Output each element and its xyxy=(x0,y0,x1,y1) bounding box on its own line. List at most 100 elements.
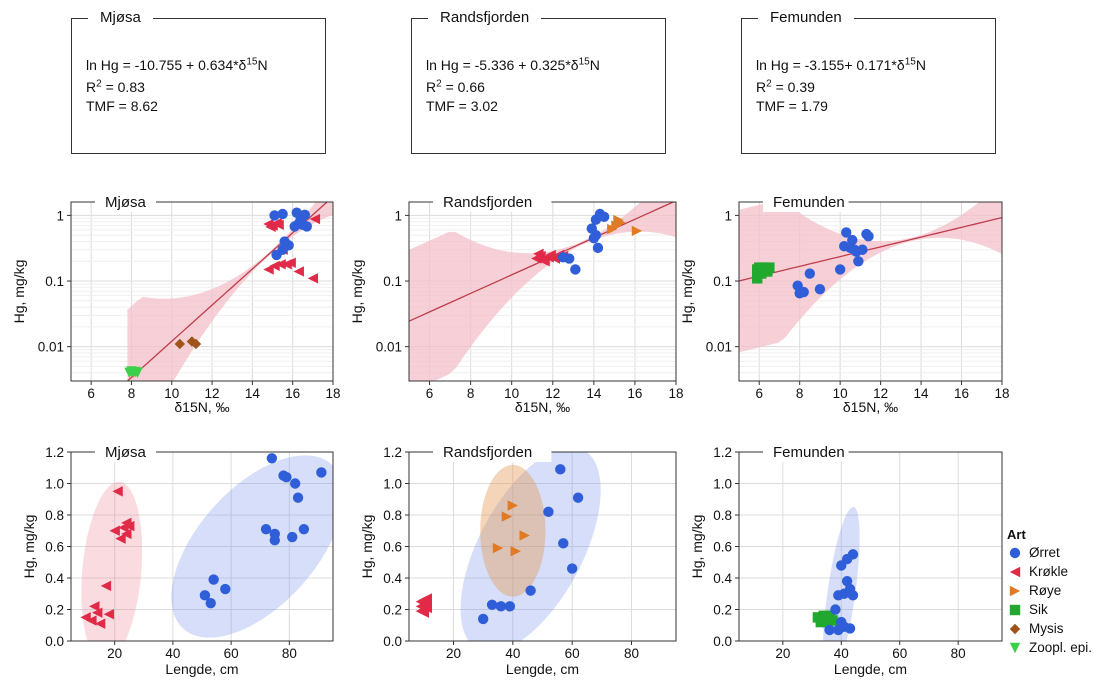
y-tick-label: 0.0 xyxy=(383,634,402,649)
legend-marker xyxy=(1009,604,1021,616)
species-legend: Art Ørret Krøkle Røye Sik Mysis Zoopl. epi. xyxy=(1007,527,1112,657)
panel-title: Mjøsa xyxy=(105,194,146,211)
krokle-point xyxy=(124,520,135,532)
chart-panel-isotope-0: 6 8 10 12 14 16 18 0.01 0.1 1 δ15N, ‰ Hg, mg/kg Mjøs… xyxy=(11,192,341,415)
x-tick-label: 14 xyxy=(914,386,930,401)
legend-marker xyxy=(1009,623,1021,635)
y-tick-label: 0.2 xyxy=(383,603,402,618)
krokle-point xyxy=(94,618,106,629)
orret-point xyxy=(863,231,874,242)
roye-legend-marker xyxy=(1009,585,1021,597)
orret-confidence-ellipse xyxy=(460,452,601,641)
equation-box-femunden: Femunden ln Hg = -3.155+ 0.171*δ15N R2 =… xyxy=(741,9,996,154)
krokle-point xyxy=(545,249,556,261)
orret-point xyxy=(525,585,536,596)
equation-box-title: Randsfjorden xyxy=(428,9,542,27)
roye-point xyxy=(519,530,530,541)
krokle-point xyxy=(92,607,103,618)
krokle-point xyxy=(109,525,120,536)
legend-label: Sik xyxy=(1029,602,1048,617)
orret-point xyxy=(555,464,566,475)
zoopl-legend-marker xyxy=(1009,642,1021,654)
x-tick-label: 14 xyxy=(586,386,602,401)
plot-content xyxy=(415,452,601,641)
krokle-point xyxy=(309,213,321,225)
orret-point xyxy=(564,253,575,264)
orret-point xyxy=(486,599,498,610)
orret-point xyxy=(841,575,853,587)
y-tick-label: 0.0 xyxy=(45,634,64,649)
legend-item-zoopl: Zoopl. epi. xyxy=(1007,638,1112,657)
panel-title: Randsfjorden xyxy=(443,194,532,211)
x-tick-label: 16 xyxy=(954,386,969,401)
orret-point xyxy=(847,549,859,560)
panel-title: Randsfjorden xyxy=(443,444,532,461)
panel-title: Femunden xyxy=(773,194,845,211)
x-tick-label: 40 xyxy=(834,646,849,661)
sik-point xyxy=(818,613,829,625)
y-tick-label: 0.4 xyxy=(383,571,402,586)
regression-confidence-band xyxy=(409,202,676,381)
x-axis-label: Lengde, cm xyxy=(506,661,579,677)
orret-point xyxy=(834,264,846,275)
y-tick-label: 0.8 xyxy=(45,508,64,523)
panel-title-bg xyxy=(763,192,849,212)
x-tick-label: 18 xyxy=(668,386,683,401)
y-tick-label: 0.01 xyxy=(706,340,732,355)
y-tick-label: 0.1 xyxy=(45,274,64,289)
sik-legend-marker xyxy=(1009,604,1021,616)
x-tick-label: 6 xyxy=(87,386,95,401)
regression-line xyxy=(739,216,1002,282)
orret-point xyxy=(847,590,859,601)
y-tick-label: 1.0 xyxy=(713,477,732,492)
y-tick-label: 0.2 xyxy=(45,603,64,618)
r-squared: R2 = 0.66 xyxy=(426,78,485,95)
x-tick-label: 60 xyxy=(565,646,580,661)
x-tick-label: 8 xyxy=(128,386,136,401)
x-axis-label: δ15N, ‰ xyxy=(515,399,570,415)
sik-point xyxy=(827,615,838,626)
regression-equation: ln Hg = -10.755 + 0.634*δ15N xyxy=(86,56,268,73)
y-tick-label: 1.0 xyxy=(383,477,402,492)
orret-point xyxy=(260,523,272,535)
orret-point xyxy=(287,531,298,543)
y-axis-label: Hg, mg/kg xyxy=(349,260,365,324)
plot-content xyxy=(80,453,333,641)
y-tick-label: 0.6 xyxy=(45,540,64,555)
y-tick-label: 1.2 xyxy=(383,445,402,460)
panel-title-bg xyxy=(763,442,849,462)
krokle-point xyxy=(421,602,432,614)
panel-title: Mjøsa xyxy=(105,444,146,461)
legend-label: Mysis xyxy=(1029,621,1064,636)
sik-point xyxy=(752,273,763,284)
orret-point xyxy=(208,574,219,585)
legend-marker xyxy=(1009,566,1021,578)
plot-content xyxy=(409,202,676,381)
legend-label: Røye xyxy=(1029,583,1062,598)
krokle-point xyxy=(269,260,280,272)
orret-point xyxy=(841,227,852,238)
y-tick-label: 0.1 xyxy=(713,274,732,289)
legend-title: Art xyxy=(1007,527,1026,542)
x-tick-label: 10 xyxy=(833,386,848,401)
plot-content xyxy=(739,202,1002,353)
orret-point xyxy=(283,240,294,251)
chart-panel-length-2: 20 40 60 80 0.0 0.2 0.4 0.6 0.8 1.0 1.2 Lengde, cm H… xyxy=(689,442,1003,677)
chart-panel-isotope-2: 6 8 10 12 14 16 18 0.01 0.1 1 δ15N, ‰ Hg, mg/kg Femu… xyxy=(679,192,1010,415)
y-tick-label: 1.2 xyxy=(713,445,732,460)
y-axis-label: Hg, mg/kg xyxy=(359,515,375,579)
krokle-point xyxy=(121,528,132,540)
y-tick-label: 0.0 xyxy=(713,634,732,649)
orret-point xyxy=(543,506,554,518)
roye-point xyxy=(501,511,513,522)
krokle-legend-marker xyxy=(1009,566,1021,578)
y-axis-label: Hg, mg/kg xyxy=(21,515,37,579)
orret-point xyxy=(804,268,816,279)
mysis-point xyxy=(190,338,202,350)
y-tick-label: 0.2 xyxy=(713,603,732,618)
orret-point xyxy=(824,624,835,636)
legend-item-orret: Ørret xyxy=(1007,543,1112,562)
tmf-value: TMF = 1.79 xyxy=(756,98,828,114)
zoopl-point xyxy=(130,366,141,378)
